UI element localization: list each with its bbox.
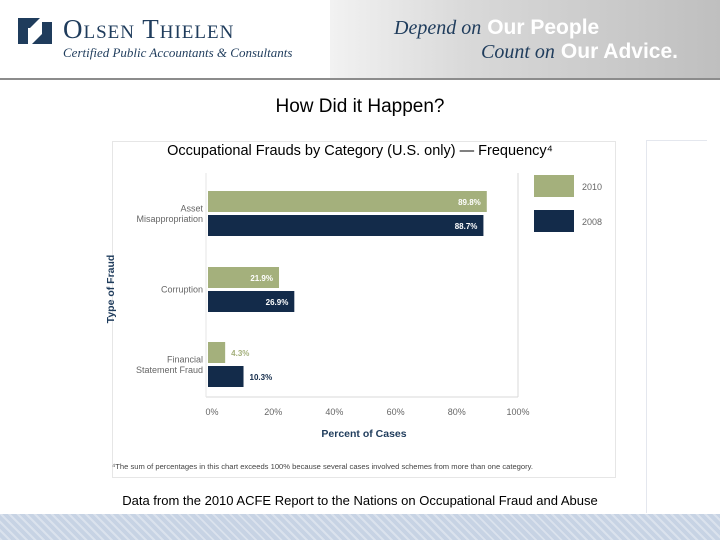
- x-axis-label: Percent of Cases: [321, 428, 406, 440]
- data-label: 10.3%: [250, 373, 273, 382]
- category-label: Financial: [167, 354, 203, 364]
- decorative-outline: [646, 140, 707, 521]
- data-label: 21.9%: [250, 274, 273, 283]
- legend-label: 2010: [582, 182, 602, 192]
- category-label: Asset: [180, 203, 203, 213]
- category-label: Statement Fraud: [136, 365, 203, 375]
- bar-2008: [208, 215, 484, 236]
- legend-swatch-2010: [534, 175, 574, 197]
- slogan-line-1-lead: Depend on: [394, 17, 482, 39]
- company-logo-icon: [18, 18, 52, 44]
- data-source: Data from the 2010 ACFE Report to the Na…: [122, 493, 598, 508]
- data-label: 4.3%: [231, 349, 249, 358]
- chart-footnote: ⁴The sum of percentages in this chart ex…: [112, 462, 533, 471]
- slide-title: How Did it Happen?: [275, 96, 445, 117]
- x-tick-label: 20%: [264, 407, 282, 417]
- x-tick-label: 80%: [448, 407, 466, 417]
- bar-2010: [208, 191, 487, 212]
- data-label: 88.7%: [455, 222, 478, 231]
- data-label: 89.8%: [458, 198, 481, 207]
- slogan-line-1-emphasis: Our People: [487, 16, 600, 39]
- header-divider: [0, 78, 720, 80]
- bar-2008: [208, 291, 295, 312]
- chart-title: Occupational Frauds by Category (U.S. on…: [167, 143, 553, 159]
- bar-2008: [208, 366, 244, 387]
- header: Olsen Thielen Certified Public Accountan…: [0, 0, 720, 80]
- x-tick-label: 60%: [387, 407, 405, 417]
- category-label: Misappropriation: [136, 214, 203, 224]
- x-tick-label: 100%: [506, 407, 529, 417]
- x-tick-label: 40%: [325, 407, 343, 417]
- company-tagline: Certified Public Accountants & Consultan…: [63, 45, 293, 60]
- data-label: 26.9%: [266, 298, 289, 307]
- footer-divider: [0, 513, 720, 514]
- bar-2010: [208, 267, 280, 288]
- header-slogan-band: [330, 0, 720, 80]
- bar-2010: [208, 342, 226, 363]
- y-axis-label: Type of Fraud: [105, 255, 117, 324]
- slogan-line-2-emphasis: Our Advice.: [560, 40, 678, 63]
- slogan-line-2-lead: Count on: [481, 41, 555, 63]
- company-name: Olsen Thielen: [63, 14, 235, 44]
- footer-band: [0, 513, 720, 540]
- slogan-line-2: Count on Our Advice.: [481, 40, 678, 64]
- legend-label: 2008: [582, 217, 602, 227]
- legend-swatch-2008: [534, 210, 574, 232]
- x-tick-label: 0%: [205, 407, 218, 417]
- slogan-line-1: Depend on Our People: [394, 16, 599, 40]
- category-label: Corruption: [161, 285, 203, 295]
